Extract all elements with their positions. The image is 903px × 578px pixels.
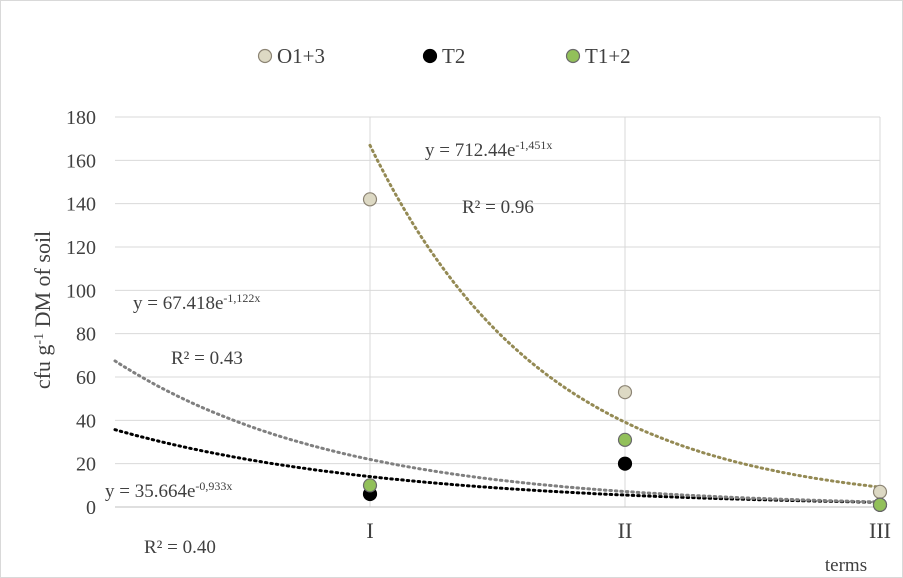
trendline-o1-3 — [368, 143, 882, 489]
y-tick-label-80: 80 — [76, 324, 96, 346]
trendline-equation-t1-2: y = 67.418e-1,122x — [133, 291, 260, 314]
data-points — [362, 192, 888, 512]
legend-marker-t1-2 — [565, 48, 581, 64]
y-tick-label-120: 120 — [66, 237, 96, 259]
y-tick-label-160: 160 — [66, 150, 96, 172]
y-tick-label-0: 0 — [86, 497, 96, 519]
y-tick-label-60: 60 — [76, 367, 96, 389]
trendline-equation-t2: y = 35.664e-0,933x — [105, 479, 232, 502]
x-tick-label-iii: III — [869, 518, 891, 543]
trendline-r2-o1-3: R² = 0.96 — [462, 197, 534, 218]
x-axis-ticks: I II III — [366, 518, 891, 543]
legend-label-t1-2: T1+2 — [585, 44, 631, 68]
legend-marker-t2 — [422, 48, 438, 64]
y-tick-label-40: 40 — [76, 410, 96, 432]
y-tick-label-20: 20 — [76, 454, 96, 476]
legend-label-t2: T2 — [442, 44, 465, 68]
x-tick-label-i: I — [366, 518, 373, 543]
y-axis-ticks: 0 20 40 60 80 100 120 140 160 180 — [66, 107, 96, 519]
point-t1-2-i — [362, 478, 378, 493]
point-o1-3-ii — [617, 385, 633, 400]
point-o1-3-i — [362, 192, 378, 207]
gridlines — [115, 116, 881, 508]
point-t1-2-ii — [617, 432, 633, 447]
legend: O1+3 T2 T1+2 — [257, 44, 631, 68]
point-t1-2-iii — [872, 497, 888, 512]
point-o1-3-iii — [872, 484, 888, 499]
legend-label-o1-3: O1+3 — [277, 44, 325, 68]
trendline-t1-2 — [113, 359, 882, 504]
trendlines — [113, 143, 882, 504]
y-tick-label-180: 180 — [66, 107, 96, 129]
trendline-r2-t2: R² = 0.40 — [144, 537, 216, 558]
trendline-equation-o1-3: y = 712.44e-1,451x — [425, 138, 552, 161]
y-axis-label: cfu g-1 DM of soil — [30, 231, 55, 389]
y-tick-label-140: 140 — [66, 194, 96, 216]
y-tick-label-100: 100 — [66, 280, 96, 302]
trendline-annotations: y = 712.44e-1,451x R² = 0.96 y = 35.664e-0… — [105, 138, 552, 558]
trendline-r2-t1-2: R² = 0.43 — [171, 348, 243, 369]
x-tick-label-ii: II — [618, 518, 633, 543]
x-axis-label: terms — [825, 555, 867, 576]
legend-marker-o1-3 — [257, 48, 273, 64]
point-t2-ii — [617, 456, 633, 471]
